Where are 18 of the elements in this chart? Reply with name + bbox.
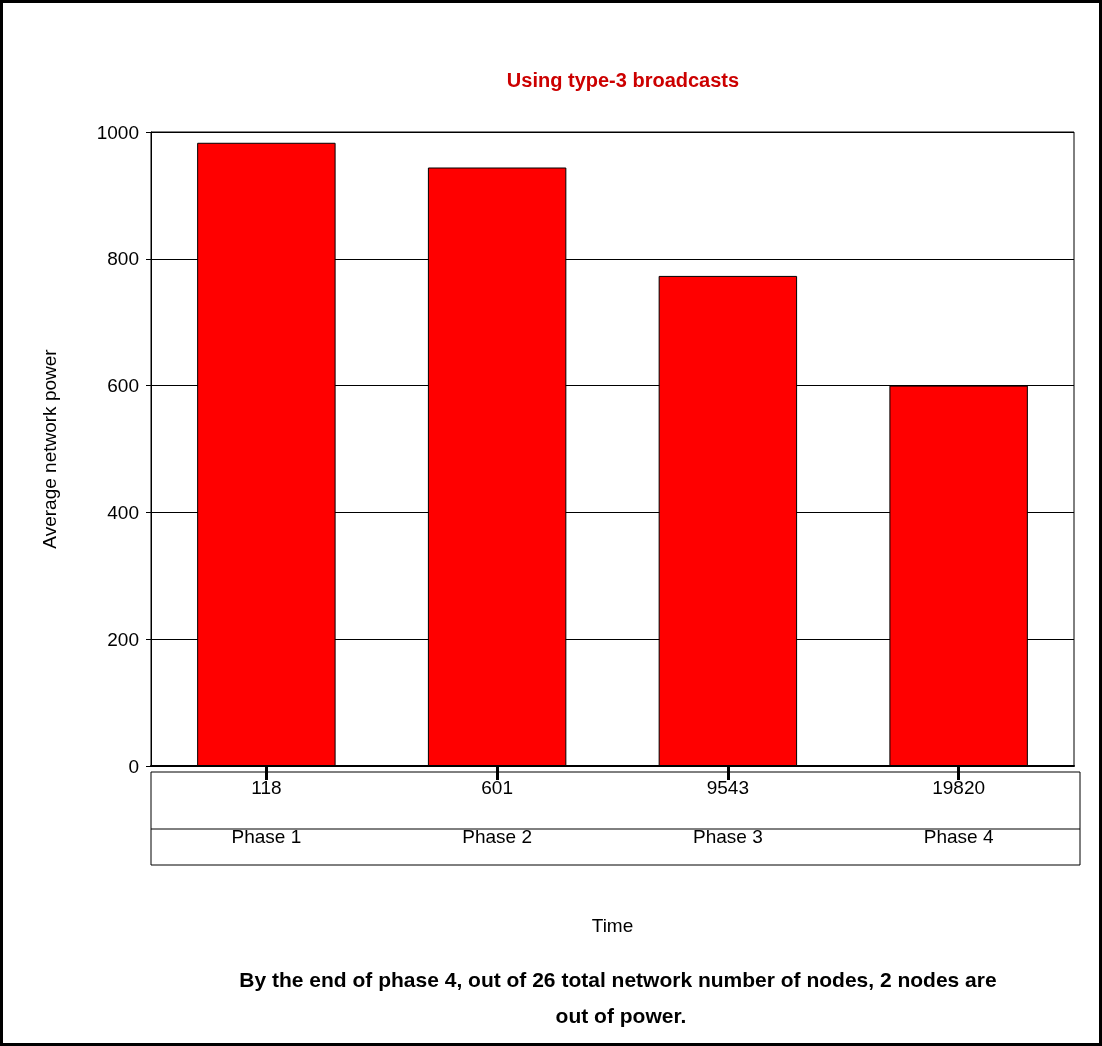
y-tick-label: 400	[107, 501, 139, 523]
text: 601	[481, 777, 513, 798]
y-tick-label: 600	[107, 375, 139, 397]
y-tick-label: 0	[128, 755, 139, 777]
text: By the end of phase 4, out of 26 total network number of nodes, 2 nodes are out of power.	[239, 967, 997, 1027]
y-axis-title: Average network power	[39, 348, 60, 549]
x-tick-label: Phase 4	[923, 826, 994, 847]
x-tick-label: Phase 2	[462, 826, 532, 847]
text: 9543	[706, 777, 750, 798]
x-tick-label: Phase 3	[693, 826, 763, 847]
text: 118	[251, 777, 282, 798]
y-tick-label: 200	[107, 628, 139, 650]
x-axis-title: Time	[591, 915, 634, 936]
chart-title: Using type-3 broadcasts	[506, 69, 740, 91]
y-tick-label: 800	[107, 248, 139, 270]
y-tick-label: 1000	[96, 121, 139, 143]
text: 19820	[932, 777, 986, 798]
x-tick-label: Phase 1	[231, 826, 302, 847]
